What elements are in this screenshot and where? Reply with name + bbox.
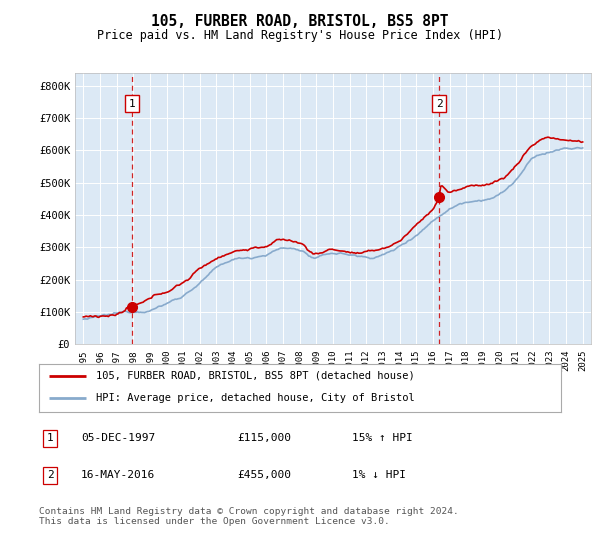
Text: 1: 1 xyxy=(128,99,136,109)
Text: HPI: Average price, detached house, City of Bristol: HPI: Average price, detached house, City… xyxy=(97,393,415,403)
Text: 2: 2 xyxy=(436,99,442,109)
Text: 105, FURBER ROAD, BRISTOL, BS5 8PT (detached house): 105, FURBER ROAD, BRISTOL, BS5 8PT (deta… xyxy=(97,371,415,381)
Text: £115,000: £115,000 xyxy=(238,433,292,443)
Text: Contains HM Land Registry data © Crown copyright and database right 2024.
This d: Contains HM Land Registry data © Crown c… xyxy=(39,507,459,526)
Text: 15% ↑ HPI: 15% ↑ HPI xyxy=(352,433,413,443)
Text: 105, FURBER ROAD, BRISTOL, BS5 8PT: 105, FURBER ROAD, BRISTOL, BS5 8PT xyxy=(151,14,449,29)
Text: £455,000: £455,000 xyxy=(238,470,292,480)
Text: 1: 1 xyxy=(47,433,53,443)
Text: 05-DEC-1997: 05-DEC-1997 xyxy=(81,433,155,443)
Text: Price paid vs. HM Land Registry's House Price Index (HPI): Price paid vs. HM Land Registry's House … xyxy=(97,29,503,43)
Text: 1% ↓ HPI: 1% ↓ HPI xyxy=(352,470,406,480)
Text: 2: 2 xyxy=(47,470,53,480)
Text: 16-MAY-2016: 16-MAY-2016 xyxy=(81,470,155,480)
